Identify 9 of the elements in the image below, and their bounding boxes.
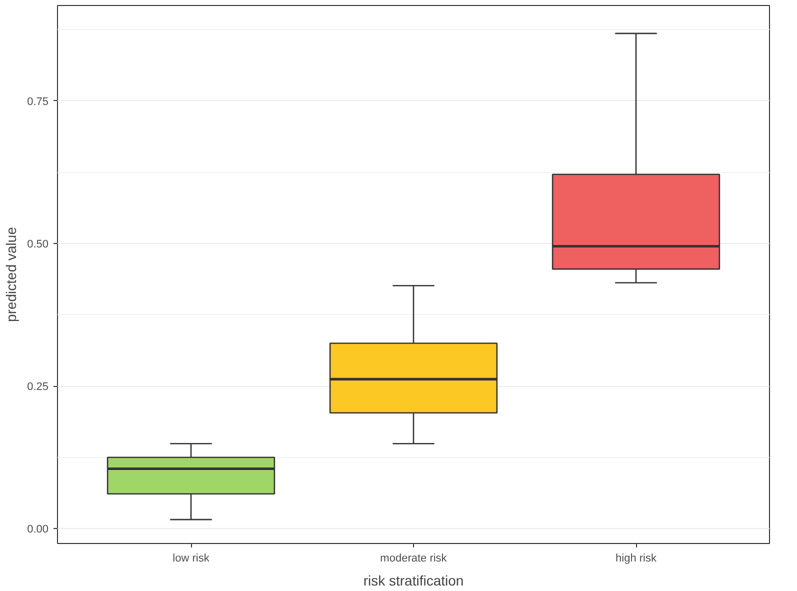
x-axis-title: risk stratification	[363, 572, 464, 588]
y-axis-title: predicted value	[3, 226, 20, 322]
y-tick-label: 0.75	[27, 96, 49, 108]
x-tick-label: moderate risk	[380, 552, 448, 564]
x-tick-label: high risk	[616, 552, 657, 564]
x-tick-label: low risk	[172, 552, 210, 564]
y-tick-label: 0.25	[27, 381, 49, 394]
y-tick-label: 0.50	[27, 238, 49, 250]
y-tick-label: 0.00	[27, 524, 49, 536]
